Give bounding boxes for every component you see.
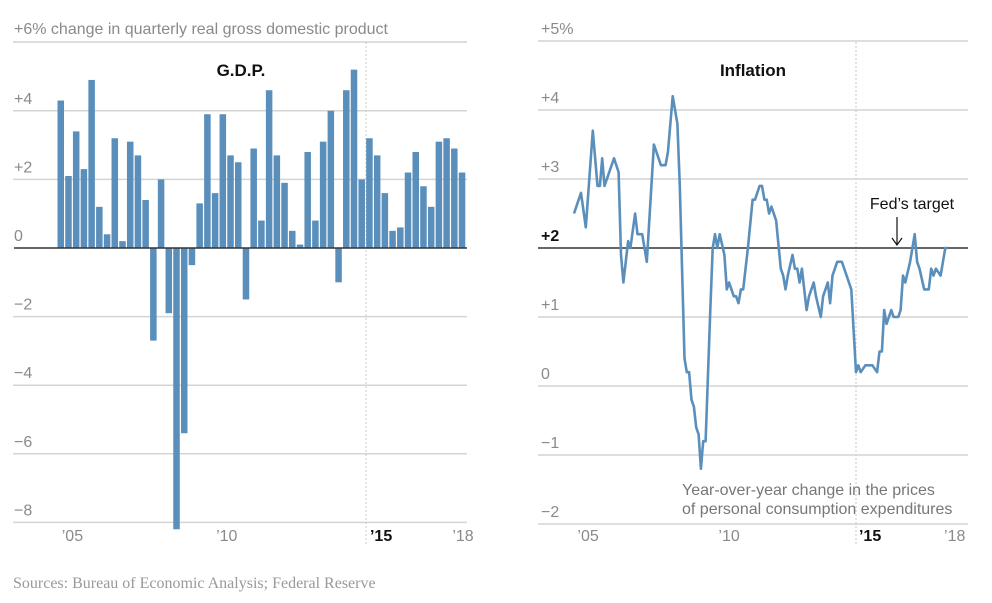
gdp-bar — [258, 220, 265, 248]
gdp-bar — [242, 248, 250, 300]
gdp-bar — [397, 227, 404, 248]
gdp-y-tick-label: +2 — [14, 159, 32, 176]
inflation-y-tick-label: −2 — [541, 504, 559, 521]
gdp-bar — [234, 162, 242, 248]
gdp-bar — [126, 141, 134, 248]
gdp-bar — [312, 220, 319, 248]
gdp-bar — [103, 234, 111, 248]
gdp-bar — [420, 186, 427, 248]
gdp-bar — [350, 69, 358, 248]
gdp-bar — [281, 182, 288, 248]
gdp-bar — [343, 90, 350, 248]
gdp-bar — [327, 110, 335, 248]
gdp-y-tick-label: −6 — [14, 434, 32, 451]
inflation-x-tick-label: ’15 — [859, 528, 881, 545]
gdp-bar — [80, 169, 88, 248]
gdp-bar — [366, 138, 373, 248]
inflation-x-tick-label: ’18 — [944, 528, 965, 545]
gdp-bar — [57, 100, 65, 248]
gdp-bar — [180, 248, 188, 434]
gdp-x-tick-label: ’05 — [62, 528, 83, 545]
gdp-bar — [389, 230, 396, 248]
gdp-y-tick-label: −2 — [14, 297, 32, 314]
inflation-y-tick-label: +5% — [541, 21, 573, 38]
inflation-note-line-2: of personal consumption expenditures — [682, 501, 952, 518]
gdp-bar — [157, 179, 165, 248]
gdp-bar — [319, 141, 327, 248]
gdp-bar — [173, 248, 180, 530]
inflation-gridlines: +5% +4 +3 +2 +1 0 −1 −2 — [538, 21, 968, 525]
gdp-bar — [373, 155, 381, 248]
gdp-bar — [458, 172, 466, 248]
gdp-bar — [404, 172, 412, 248]
gdp-bar — [265, 90, 273, 248]
gdp-bar — [289, 230, 296, 248]
gdp-title: G.D.P. — [217, 61, 266, 80]
gdp-bar — [188, 248, 196, 266]
gdp-bar — [65, 175, 72, 248]
gdp-bar — [111, 138, 119, 248]
gdp-bar — [296, 244, 304, 248]
gdp-bar — [304, 151, 311, 248]
gdp-x-ticks: ’05 ’10 ’15 ’18 — [62, 528, 474, 545]
inflation-x-tick-label: ’10 — [718, 528, 739, 545]
gdp-y-tick-label: +4 — [14, 91, 32, 108]
inflation-y-tick-label: +4 — [541, 90, 559, 107]
gdp-bar — [165, 248, 173, 314]
inflation-y-tick-label: 0 — [541, 366, 550, 383]
gdp-bar — [443, 138, 450, 248]
inflation-note-line-1: Year-over-year change in the prices — [682, 482, 935, 499]
gdp-y-tick-label: 0 — [14, 228, 23, 245]
gdp-y-tick-label: −4 — [14, 365, 32, 382]
gdp-bar — [142, 199, 149, 248]
gdp-x-tick-label: ’18 — [452, 528, 473, 545]
gdp-bar — [196, 203, 203, 248]
gdp-bar — [435, 141, 443, 248]
gdp-bar — [227, 155, 234, 248]
gdp-bar — [412, 151, 419, 248]
fed-target-label: Fed’s target — [870, 196, 955, 213]
gdp-bar — [335, 248, 342, 283]
gdp-bar — [204, 114, 211, 248]
gdp-axis-title: +6% change in quarterly real gross domes… — [14, 21, 389, 38]
gdp-bar — [250, 148, 257, 248]
gdp-bar — [381, 193, 389, 248]
gdp-bar — [150, 248, 157, 341]
gdp-bar — [211, 193, 219, 248]
inflation-line — [572, 94, 948, 471]
gdp-bar — [451, 148, 458, 248]
gdp-chart: +4 +2 0 −2 −4 −6 −8 +6% change in quarterly re… — [13, 21, 474, 545]
inflation-x-tick-label: ’05 — [577, 528, 598, 545]
sources-note: Sources: Bureau of Economic Analysis; Fe… — [13, 575, 376, 592]
gdp-x-tick-label: ’15 — [370, 528, 392, 545]
inflation-y-tick-label: −1 — [541, 435, 559, 452]
inflation-title: Inflation — [720, 61, 786, 80]
gdp-bar — [134, 155, 142, 248]
inflation-y-tick-label: +2 — [541, 228, 559, 245]
inflation-x-ticks: ’05 ’10 ’15 ’18 — [577, 528, 965, 545]
gdp-bar — [96, 206, 103, 248]
inflation-chart: +5%+4+3+2+10−1−2 Inflation Fed’s target … — [538, 21, 968, 545]
gdp-bar — [72, 131, 80, 248]
gdp-bar — [273, 155, 281, 248]
gdp-x-tick-label: ’10 — [216, 528, 237, 545]
gdp-gridlines: +4 +2 0 −2 −4 −6 −8 — [13, 41, 467, 524]
fed-target-arrowhead — [891, 237, 903, 247]
gdp-bar — [219, 114, 227, 248]
inflation-y-tick-label: +1 — [541, 297, 559, 314]
gdp-bar — [358, 179, 365, 248]
gdp-y-tick-label: −8 — [14, 502, 32, 519]
gdp-bar — [427, 206, 435, 248]
gdp-bars — [57, 69, 466, 530]
gdp-bar — [88, 79, 95, 249]
gdp-bar — [119, 241, 126, 248]
inflation-y-tick-label: +3 — [541, 159, 559, 176]
